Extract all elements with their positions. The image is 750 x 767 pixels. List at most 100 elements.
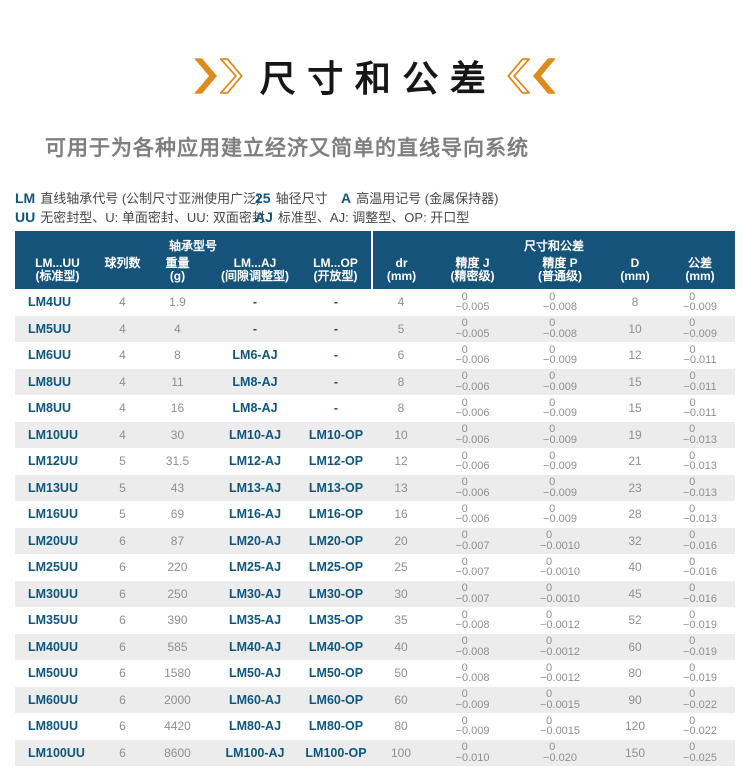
- ball-rows-cell: 4: [119, 321, 126, 336]
- op-model-cell: -: [333, 374, 339, 389]
- op-model-cell: LM80-OP: [308, 719, 364, 734]
- code-legend: LM 直线轴承代号 (公制尺寸亚洲使用广泛) 25 轴径尺寸 A 高温用记号 (金属保…: [15, 189, 735, 227]
- precision-p-cell: 0 −0.0012: [539, 661, 581, 684]
- precision-p-cell: 0 −0.009: [543, 502, 577, 525]
- shaft-diameter-cell: 80: [394, 719, 408, 734]
- bearing-model-cell: LM5UU: [27, 321, 72, 336]
- outer-diameter-cell: 90: [628, 692, 642, 707]
- tolerance-cell: 0 −0.016: [683, 555, 717, 578]
- tolerance-cell: 0 −0.016: [683, 529, 717, 552]
- outer-diameter-cell: 21: [628, 454, 642, 469]
- precision-p-cell: 0 −0.0010: [539, 555, 581, 578]
- table-row: LM4UU 4 1.9 - - 4 0 −0.005 0 −0.008 8 0 −0.…: [15, 289, 735, 316]
- table-row: LM40UU 6 585 LM40-AJ LM40-OP 40 0 −0.008 …: [14, 633, 736, 660]
- legend-code-uu: UU: [15, 209, 36, 225]
- precision-p-cell: 0 −0.008: [543, 317, 577, 340]
- page-title: 尺寸和公差: [259, 58, 498, 99]
- weight-cell: 585: [167, 639, 188, 654]
- aj-model-cell: -: [252, 321, 258, 336]
- table-row: LM80UU 6 4420 LM80-AJ LM80-OP 80 0 −0.009…: [15, 713, 735, 740]
- op-model-cell: LM25-OP: [308, 560, 364, 575]
- table-row: LM30UU 6 250 LM30-AJ LM30-OP 30 0 −0.007 …: [14, 580, 736, 607]
- precision-p-cell: 0 −0.009: [543, 343, 577, 366]
- bearing-model-cell: LM40UU: [27, 639, 78, 654]
- weight-cell: 4420: [164, 719, 191, 734]
- legend-code-aj: AJ: [255, 209, 273, 225]
- tolerance-cell: 0 −0.022: [683, 688, 717, 711]
- table-row: LM8UU 4 16 LM8-AJ - 8 0 −0.006 0 −0.009 15…: [15, 395, 735, 422]
- precision-j-cell: 0 −0.006: [455, 502, 490, 525]
- weight-cell: 4: [174, 321, 181, 336]
- precision-j-cell: 0 −0.007: [455, 529, 490, 552]
- bearing-model-cell: LM8UU: [27, 374, 72, 389]
- weight-cell: 30: [170, 427, 185, 442]
- col-header-lm-uu: LM...UU (标准型): [35, 256, 80, 283]
- outer-diameter-cell: 15: [628, 374, 642, 389]
- outer-diameter-cell: 19: [628, 427, 642, 442]
- table-row: LM12UU 5 31.5 LM12-AJ LM12-OP 12 0 −0.006…: [15, 448, 735, 475]
- table-row: LM100UU 6 8600 LM100-AJ LM100-OP 100 0 −0…: [14, 739, 736, 766]
- shaft-diameter-cell: 25: [394, 560, 408, 575]
- shaft-diameter-cell: 50: [394, 666, 408, 681]
- aj-model-cell: LM50-AJ: [228, 666, 282, 681]
- shaft-diameter-cell: 20: [394, 533, 408, 548]
- bearing-model-cell: LM20UU: [27, 533, 78, 548]
- tolerance-cell: 0 −0.013: [683, 449, 717, 472]
- dimensions-tolerances-table: 轴承型号 尺寸和公差 LM...UU (标准型) 球列数 重量 (g) LM...A…: [14, 231, 736, 766]
- shaft-diameter-cell: 12: [394, 454, 408, 469]
- ball-rows-cell: 4: [119, 427, 126, 442]
- outer-diameter-cell: 45: [628, 586, 642, 601]
- ball-rows-cell: 5: [119, 507, 126, 522]
- table-row: LM10UU 4 30 LM10-AJ LM10-OP 10 0 −0.006 0…: [14, 421, 736, 448]
- table-row: LM35UU 6 390 LM35-AJ LM35-OP 35 0 −0.008 …: [15, 607, 735, 634]
- col-header-precision-j: 精度 J (精密级): [450, 256, 495, 283]
- shaft-diameter-cell: 13: [394, 480, 408, 495]
- op-model-cell: LM35-OP: [308, 613, 364, 628]
- bearing-model-cell: LM10UU: [27, 427, 78, 442]
- outer-diameter-cell: 15: [628, 401, 642, 416]
- outer-diameter-cell: 120: [625, 719, 646, 734]
- precision-p-cell: 0 −0.0015: [539, 688, 581, 711]
- weight-cell: 87: [170, 533, 185, 548]
- outer-diameter-cell: 23: [628, 480, 642, 495]
- aj-model-cell: LM10-AJ: [228, 427, 282, 442]
- precision-p-cell: 0 −0.0010: [539, 582, 581, 605]
- outer-diameter-cell: 52: [628, 613, 642, 628]
- outer-diameter-cell: 40: [628, 560, 642, 575]
- op-model-cell: LM30-OP: [308, 586, 364, 601]
- weight-cell: 1580: [164, 666, 191, 681]
- precision-j-cell: 0 −0.005: [455, 290, 490, 313]
- table-row: LM8UU 4 11 LM8-AJ - 8 0 −0.006 0 −0.009 15…: [14, 368, 736, 395]
- precision-j-cell: 0 −0.006: [455, 343, 490, 366]
- bearing-model-cell: LM35UU: [27, 613, 78, 628]
- precision-j-cell: 0 −0.006: [455, 423, 490, 446]
- table-row: LM16UU 5 69 LM16-AJ LM16-OP 16 0 −0.006 0…: [15, 501, 735, 528]
- aj-model-cell: LM6-AJ: [232, 348, 278, 363]
- aj-model-cell: LM25-AJ: [228, 560, 282, 575]
- shaft-diameter-cell: 10: [394, 427, 408, 442]
- outer-diameter-cell: 150: [625, 745, 646, 760]
- bearing-model-cell: LM8UU: [27, 401, 72, 416]
- aj-model-cell: LM20-AJ: [228, 533, 282, 548]
- weight-cell: 8600: [164, 745, 191, 760]
- aj-model-cell: LM40-AJ: [228, 639, 282, 654]
- weight-cell: 1.9: [169, 295, 186, 310]
- outer-diameter-cell: 10: [628, 321, 642, 336]
- ball-rows-cell: 6: [119, 666, 126, 681]
- tolerance-cell: 0 −0.016: [683, 582, 717, 605]
- tolerance-cell: 0 −0.009: [683, 290, 717, 313]
- weight-cell: 2000: [164, 692, 191, 707]
- legend-item-aj: AJ 标准型、AJ: 调整型、OP: 开口型: [255, 208, 469, 227]
- header-group-bearing-model: 轴承型号: [168, 239, 217, 253]
- precision-j-cell: 0 −0.007: [455, 555, 490, 578]
- aj-model-cell: LM80-AJ: [228, 719, 282, 734]
- tolerance-cell: 0 −0.011: [683, 396, 717, 419]
- ball-rows-cell: 6: [119, 745, 126, 760]
- legend-text-a: 高温用记号 (金属保持器): [356, 191, 499, 206]
- bearing-model-cell: LM13UU: [27, 480, 78, 495]
- tolerance-cell: 0 −0.011: [683, 343, 717, 366]
- outer-diameter-cell: 12: [628, 348, 642, 363]
- precision-j-cell: 0 −0.010: [455, 741, 490, 764]
- weight-cell: 31.5: [165, 454, 190, 469]
